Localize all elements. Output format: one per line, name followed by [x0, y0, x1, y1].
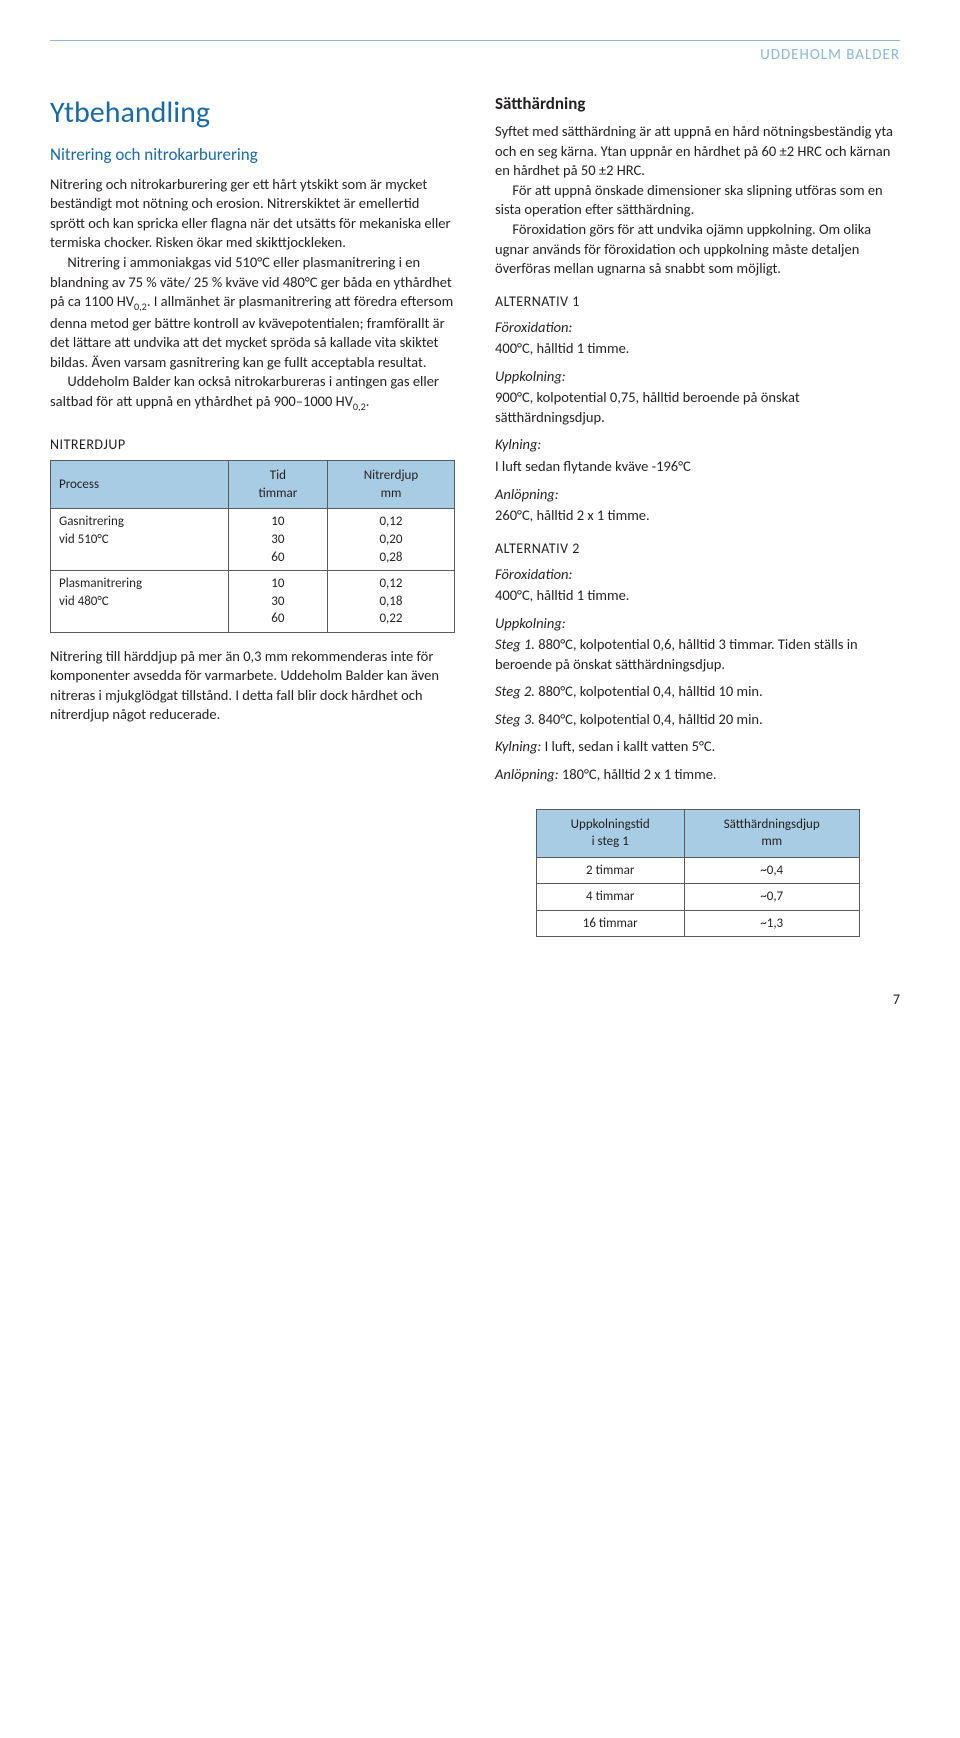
cell: 4 timmar — [536, 884, 684, 911]
cell: 16 timmar — [536, 910, 684, 937]
text: Sätthärdningsdjup mm — [724, 817, 820, 850]
table-row: 16 timmar ~1,3 — [536, 910, 859, 937]
text: 840°C, kolpotential 0,4, hålltid 20 min. — [535, 710, 763, 728]
alt-title: ALTERNATIV 2 — [495, 540, 900, 559]
paragraph: Nitrering i ammoniakgas vid 510°C eller … — [50, 253, 455, 372]
page-title: Ytbehandling — [50, 93, 455, 134]
alt-title: ALTERNATIV 1 — [495, 293, 900, 312]
table-header: Nitrerdjup mm — [327, 461, 454, 509]
label: Föroxidation: — [495, 565, 572, 583]
cell: 0,12 0,18 0,22 — [379, 576, 402, 626]
value: Anlöpning: 180°C, hålltid 2 x 1 timme. — [495, 765, 900, 785]
subscript: 0,2 — [134, 300, 147, 313]
label: Anlöpning: — [495, 485, 559, 503]
value: 400°C, hålltid 1 timme. — [495, 339, 900, 359]
cell: Plasmanitrering vid 480°C — [59, 576, 142, 609]
value: 400°C, hålltid 1 timme. — [495, 586, 900, 606]
alternative-2: ALTERNATIV 2 Föroxidation: 400°C, hållti… — [495, 540, 900, 785]
header-rule — [50, 40, 900, 41]
label: Uppkolning: — [495, 367, 566, 385]
paragraph: Uddeholm Balder kan också nitrokarburera… — [50, 372, 455, 413]
page-number: 7 — [50, 991, 900, 1010]
label: Anlöpning: — [495, 765, 559, 783]
table-header: Tid timmar — [228, 461, 327, 509]
text: . — [366, 392, 370, 410]
value: Steg 3. 840°C, kolpotential 0,4, hålltid… — [495, 710, 900, 730]
value: 260°C, hålltid 2 x 1 timme. — [495, 506, 900, 526]
table-header: Uppkolningstid i steg 1 — [536, 809, 684, 857]
table-row: Gasnitrering vid 510°C 10 30 60 0,12 0,2… — [51, 509, 455, 571]
step-label: Steg 3. — [495, 710, 535, 728]
cell: 2 timmar — [536, 857, 684, 884]
alternative-1: ALTERNATIV 1 Föroxidation: 400°C, hållti… — [495, 293, 900, 526]
cell: 10 30 60 — [271, 514, 284, 564]
table-header: Process — [51, 461, 229, 509]
text: Nitrerdjup mm — [364, 468, 419, 501]
table-row: 4 timmar ~0,7 — [536, 884, 859, 911]
cell: ~0,4 — [684, 857, 859, 884]
label: Uppkolning: — [495, 614, 566, 632]
text: I luft, sedan i kallt vatten 5°C. — [541, 737, 715, 755]
text: 880°C, kolpotential 0,4, hålltid 10 min. — [535, 682, 763, 700]
paragraph: Syftet med sätthärdning är att uppnå en … — [495, 122, 900, 181]
label: Föroxidation: — [495, 318, 572, 336]
subscript: 0,2 — [353, 400, 366, 413]
label: Kylning: — [495, 435, 541, 453]
content-columns: Ytbehandling Nitrering och nitrokarburer… — [50, 93, 900, 951]
table-title-nitrerdjup: NITRERDJUP — [50, 436, 455, 455]
text: 880°C, kolpotential 0,6, hålltid 3 timma… — [495, 635, 858, 673]
header-brand: UDDEHOLM BALDER — [50, 45, 900, 65]
cell: ~1,3 — [684, 910, 859, 937]
label: Kylning: — [495, 737, 541, 755]
text: Uppkolningstid i steg 1 — [571, 817, 650, 850]
cell: 10 30 60 — [271, 576, 284, 626]
value: Steg 1. 880°C, kolpotential 0,6, hålltid… — [495, 635, 900, 674]
left-column: Ytbehandling Nitrering och nitrokarburer… — [50, 93, 455, 951]
text: Process — [59, 477, 99, 492]
paragraph: Föroxidation görs för att undvika ojämn … — [495, 220, 900, 279]
text: Uddeholm Balder kan också nitrokarburera… — [50, 372, 439, 410]
value: Kylning: I luft, sedan i kallt vatten 5°… — [495, 737, 900, 757]
value: Steg 2. 880°C, kolpotential 0,4, hålltid… — [495, 682, 900, 702]
text: Tid timmar — [258, 468, 297, 501]
step-label: Steg 2. — [495, 682, 535, 700]
section-heading-nitrering: Nitrering och nitrokarburering — [50, 144, 455, 167]
value: I luft sedan flytande kväve -196°C — [495, 457, 900, 477]
table-row: 2 timmar ~0,4 — [536, 857, 859, 884]
text: 180°C, hålltid 2 x 1 timme. — [559, 765, 717, 783]
paragraph: För att uppnå önskade dimensioner ska sl… — [495, 181, 900, 220]
cell: ~0,7 — [684, 884, 859, 911]
value: 900°C, kolpotential 0,75, hålltid beroen… — [495, 388, 900, 427]
section-heading-satthardning: Sätthärdning — [495, 93, 900, 116]
table-uppkolningstid: Uppkolningstid i steg 1 Sätthärdningsdju… — [536, 809, 860, 938]
table-nitrerdjup: Process Tid timmar Nitrerdjup mm Gasnitr… — [50, 460, 455, 632]
right-column: Sätthärdning Syftet med sätthärdning är … — [495, 93, 900, 951]
paragraph: Nitrering till härddjup på mer än 0,3 mm… — [50, 647, 455, 725]
cell: 0,12 0,20 0,28 — [379, 514, 402, 564]
table-header: Sätthärdningsdjup mm — [684, 809, 859, 857]
paragraph: Nitrering och nitrokarburering ger ett h… — [50, 175, 455, 253]
cell: Gasnitrering vid 510°C — [59, 514, 124, 547]
table-row: Plasmanitrering vid 480°C 10 30 60 0,12 … — [51, 571, 455, 633]
step-label: Steg 1. — [495, 635, 535, 653]
